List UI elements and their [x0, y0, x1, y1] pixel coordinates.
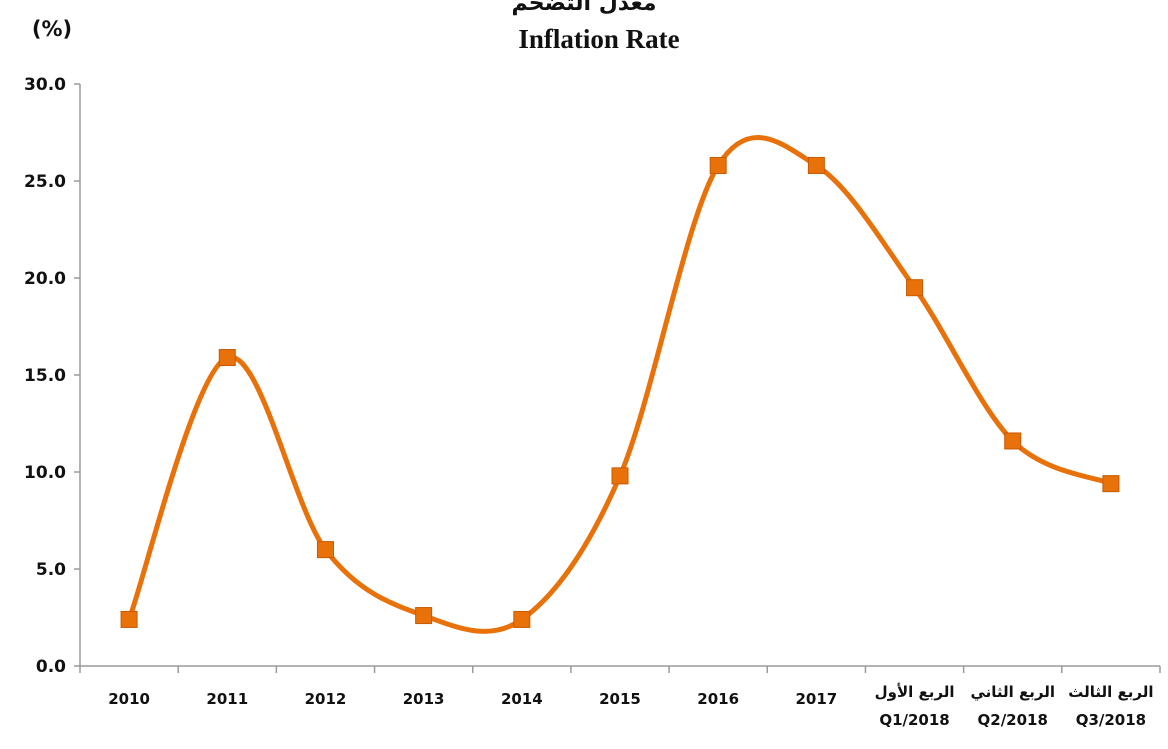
x-tick-label: Q2/2018 [978, 711, 1048, 729]
x-tick-label-arabic: الربع الأول [875, 683, 955, 701]
data-point-marker [218, 349, 236, 367]
y-tick-label: 30.0 [24, 75, 66, 95]
y-tick-label: 5.0 [36, 560, 66, 580]
x-tick-label: 2017 [795, 690, 837, 708]
x-tick-label: 2016 [697, 690, 739, 708]
data-point-marker [120, 610, 138, 628]
x-tick-label-arabic: الربع الثاني [970, 683, 1055, 701]
y-tick-label: 0.0 [36, 657, 66, 677]
y-tick-label: 10.0 [24, 463, 66, 483]
data-point-marker [415, 607, 433, 625]
y-axis-ticks: 0.0 5.0 10.0 15.0 20.0 25.0 30.0 [24, 75, 80, 677]
x-tick-label: 2015 [599, 690, 641, 708]
series-layer [120, 135, 1120, 634]
x-tick-label: 2014 [501, 690, 543, 708]
data-point-marker [807, 156, 825, 174]
x-tick-label: Q1/2018 [879, 711, 949, 729]
data-point-marker [611, 467, 629, 485]
x-axis-ticks: 2010 2011 2012 2013 2014 2015 2016 2017 الربع ال… [79, 666, 1161, 729]
x-tick-label-arabic: الربع الثالث [1068, 683, 1153, 701]
y-axis-unit-label: (%) [32, 17, 72, 41]
x-tick-label: 2012 [305, 690, 347, 708]
chart-title: Inflation Rate [518, 24, 679, 54]
axes [79, 84, 1160, 667]
y-tick-label: 25.0 [24, 172, 66, 192]
x-tick-label: 2010 [108, 690, 150, 708]
y-tick-label: 15.0 [24, 366, 66, 386]
data-point-marker [906, 279, 924, 297]
data-point-marker [1004, 432, 1022, 450]
data-point-marker [709, 156, 727, 174]
data-point-marker [513, 610, 531, 628]
data-point-marker [316, 541, 334, 559]
series-line [126, 135, 1114, 634]
x-tick-label: 2011 [206, 690, 248, 708]
x-tick-label: Q3/2018 [1076, 711, 1146, 729]
data-point-marker [1102, 475, 1120, 493]
y-tick-label: 20.0 [24, 269, 66, 289]
chart-title-arabic: معدل التضخم [511, 0, 656, 16]
x-tick-label: 2013 [403, 690, 445, 708]
